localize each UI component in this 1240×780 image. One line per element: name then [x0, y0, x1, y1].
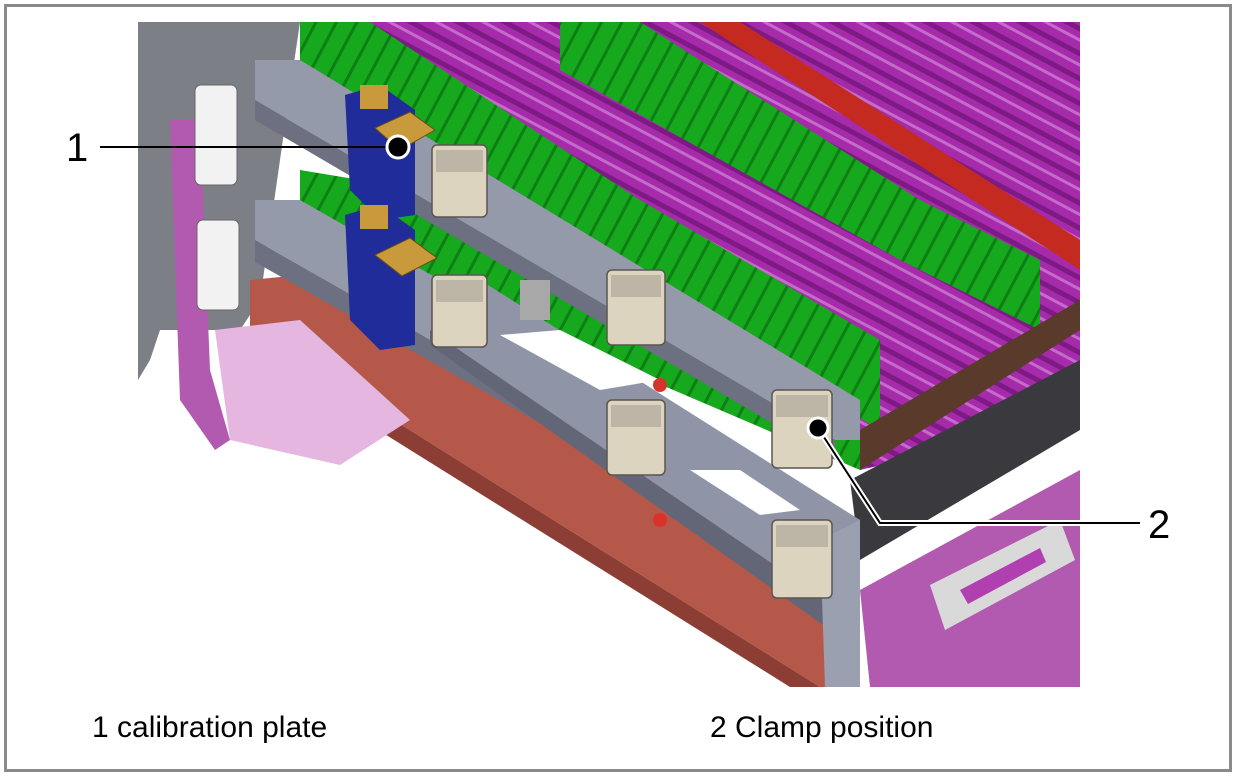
left-support-lower [196, 219, 240, 311]
callout-1-dot [385, 134, 411, 160]
marker-dot [653, 513, 667, 527]
callout-2-number: 2 [1148, 503, 1171, 547]
left-support-upper [194, 84, 238, 186]
marker-dot [653, 378, 667, 392]
calibration-plate-lower [374, 237, 438, 277]
green-plate-band [300, 170, 860, 470]
red-base [250, 275, 860, 687]
green-plate-band [560, 22, 1040, 330]
red-strip [700, 22, 1080, 270]
callout-2-leader [817, 427, 1140, 524]
blue-bracket-lower [345, 205, 415, 350]
pink-plate [215, 320, 410, 465]
right-edge-block [850, 360, 1080, 560]
callout-2-dot [806, 416, 830, 440]
illustration-area [138, 22, 1080, 687]
caption-calibration-plate: 1 calibration plate [92, 711, 328, 744]
callout-1-number: 1 [66, 126, 89, 170]
caption-clamp-position: 2 Clamp position [710, 711, 934, 744]
